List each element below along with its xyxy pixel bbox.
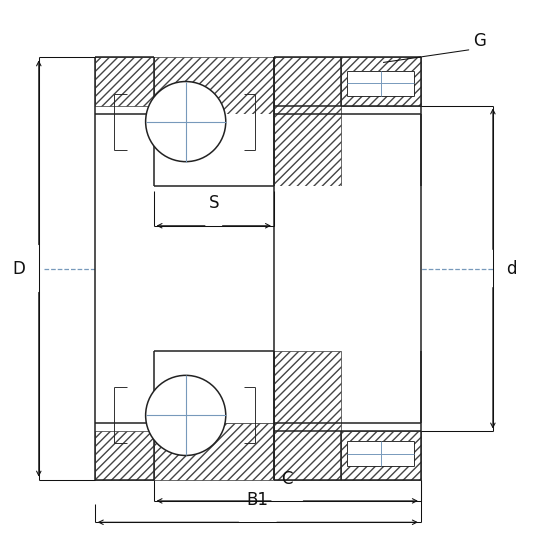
Text: D: D <box>12 259 25 278</box>
Text: G: G <box>473 32 486 50</box>
Bar <box>95 114 274 423</box>
Circle shape <box>146 82 226 162</box>
Bar <box>154 57 274 114</box>
Circle shape <box>146 375 226 455</box>
Bar <box>340 431 421 480</box>
Text: S: S <box>208 194 219 213</box>
Bar <box>274 57 340 186</box>
Bar <box>95 57 154 106</box>
Bar <box>154 114 274 186</box>
Bar <box>154 423 274 480</box>
Text: B1: B1 <box>247 491 269 509</box>
Bar <box>154 351 274 423</box>
Bar <box>347 441 415 466</box>
Bar <box>347 71 415 96</box>
Text: C: C <box>281 469 293 488</box>
Bar <box>154 186 421 351</box>
Bar <box>340 57 421 106</box>
Bar <box>274 351 340 480</box>
Bar <box>95 431 154 480</box>
Text: d: d <box>506 259 517 278</box>
